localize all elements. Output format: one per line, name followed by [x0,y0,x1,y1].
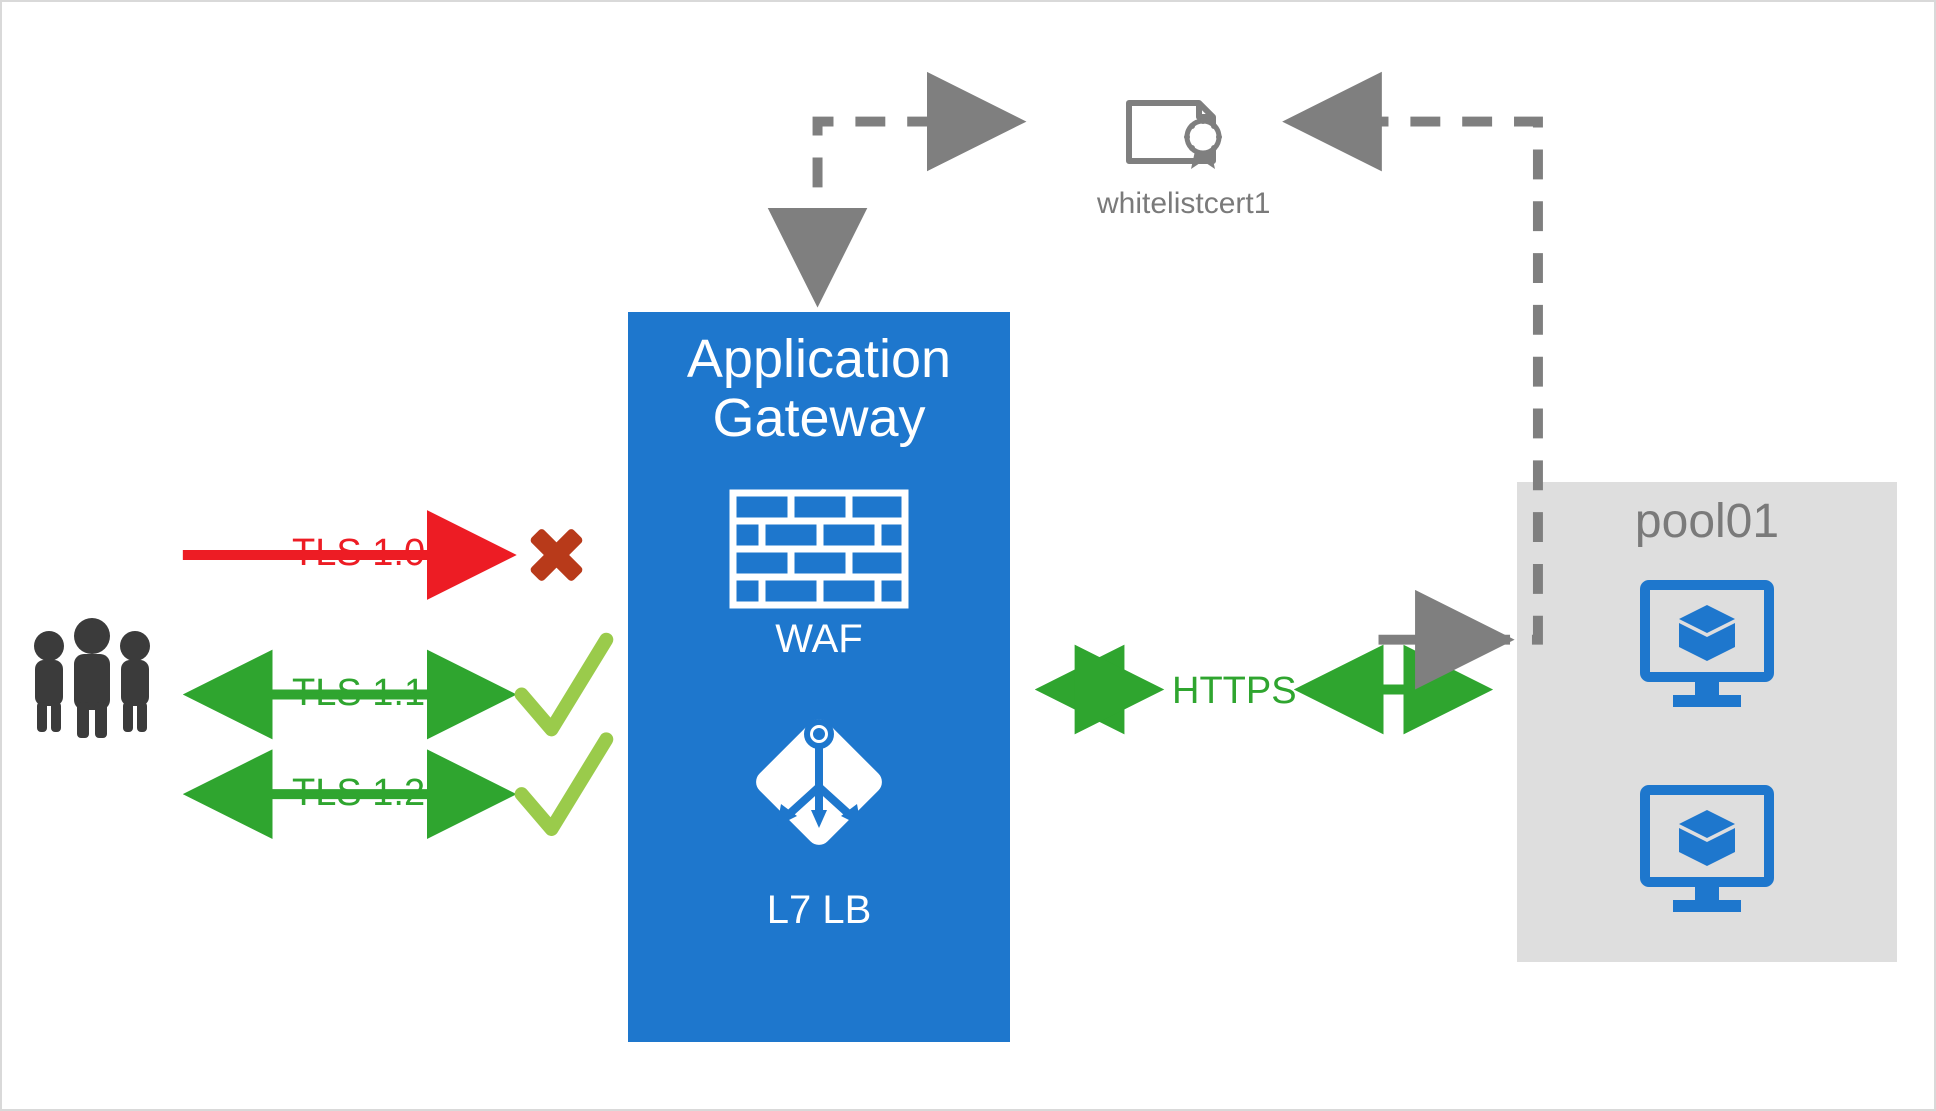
cross-icon [529,528,584,583]
gateway-title: Application Gateway [628,330,1010,449]
vm-icon [1637,577,1777,717]
pool-title: pool01 [1517,494,1897,549]
waf-icon [729,489,909,609]
pool-box: pool01 [1517,482,1897,962]
application-gateway-box: Application Gateway [628,312,1010,1042]
cert-label: whitelistcert1 [1097,187,1270,221]
gateway-title-line1: Application [687,329,951,389]
https-label: HTTPS [1172,670,1297,713]
waf-label: WAF [628,617,1010,662]
vm-icon [1637,782,1777,922]
tls10-label: TLS 1.0 [292,532,425,575]
tls11-label: TLS 1.1 [292,672,425,715]
check-icon [522,739,607,829]
certificate-icon [1117,87,1237,177]
diagram-canvas: Application Gateway [0,0,1936,1111]
l7lb-icon [719,682,919,882]
pool-to-cert-dash [1299,122,1538,640]
l7lb-label: L7 LB [628,888,1010,933]
check-icon [522,640,607,730]
tls12-label: TLS 1.2 [292,772,425,815]
gateway-to-cert-dash [818,122,1010,291]
users-icon [17,612,167,742]
gateway-title-line2: Gateway [712,388,925,448]
